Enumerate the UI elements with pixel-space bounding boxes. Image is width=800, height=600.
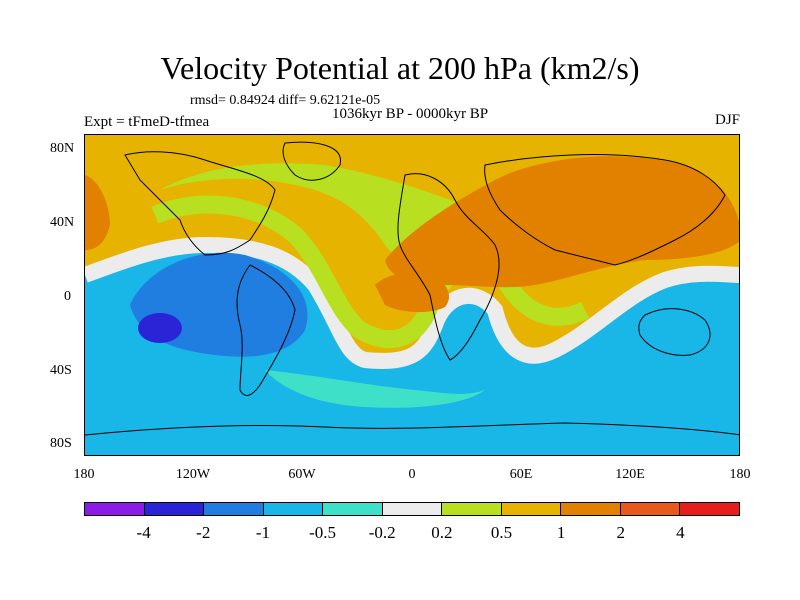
legend-swatch: [442, 503, 502, 515]
legend-label: 4: [676, 523, 685, 542]
x-label-180e: 180: [729, 467, 751, 482]
coastlines: [85, 141, 739, 436]
legend-swatch: [382, 503, 443, 515]
legend-swatch: [144, 503, 205, 515]
x-label-60e: 60E: [509, 467, 533, 482]
field-green-patch: [160, 163, 469, 269]
legend-swatch: [501, 503, 562, 515]
field-pacific-minimum: [138, 313, 182, 343]
x-label-60w: 60W: [288, 467, 316, 482]
legend-swatch: [204, 503, 264, 515]
legend-swatch: [323, 503, 383, 515]
color-legend: [84, 502, 740, 516]
legend-label: 0.2: [431, 523, 453, 542]
coast-australia: [638, 308, 711, 356]
coast-africa-europe: [397, 173, 500, 361]
y-label-80n: 80N: [50, 141, 75, 156]
coast-south-america: [236, 264, 296, 396]
x-label-120e: 120E: [615, 467, 645, 482]
field-southern-band: [265, 370, 485, 408]
coast-north-america: [124, 151, 276, 256]
map-title: Velocity Potential at 200 hPa (km2/s): [160, 50, 640, 86]
legend-label: -0.2: [368, 523, 396, 542]
experiment-label: Expt = tFmeD-tfmea: [84, 114, 210, 130]
y-label-40n: 40N: [50, 215, 75, 230]
legend-label: 1: [556, 523, 566, 542]
coast-asia: [484, 154, 726, 266]
y-label-40s: 40S: [50, 363, 72, 378]
legend-swatch: [263, 503, 324, 515]
legend-label: 0.5: [490, 523, 513, 542]
field-eurasia-maximum: [385, 156, 739, 288]
legend-swatch: [620, 503, 681, 515]
stats-readout: rmsd= 0.84924 diff= 9.62121e-05: [190, 93, 381, 108]
y-label-eq: 0: [64, 289, 71, 304]
coast-antarctica: [85, 422, 739, 436]
legend-swatch: [85, 503, 145, 515]
legend-label: -2: [196, 523, 211, 542]
field-africa-maximum: [375, 273, 450, 313]
season-label: DJF: [714, 112, 740, 128]
field-weak-positive-band: [151, 195, 590, 348]
field-west-maximum: [85, 175, 110, 250]
field-neutral-band: [85, 236, 739, 369]
legend-swatch: [561, 503, 621, 515]
contour-map: [85, 135, 739, 455]
x-label-0: 0: [408, 467, 416, 482]
legend-label: -0.5: [309, 523, 336, 542]
x-label-120w: 120W: [175, 467, 211, 482]
map-plot-area: [84, 134, 740, 456]
legend-label: 2: [616, 523, 625, 542]
legend-label: -4: [136, 523, 151, 542]
legend-swatch: [680, 503, 740, 515]
coast-greenland: [282, 141, 341, 181]
y-label-80s: 80S: [50, 436, 72, 451]
period-label: 1036kyr BP - 0000kyr BP: [331, 106, 489, 122]
x-label-180w: 180: [73, 467, 95, 482]
legend-label: -1: [255, 523, 270, 542]
